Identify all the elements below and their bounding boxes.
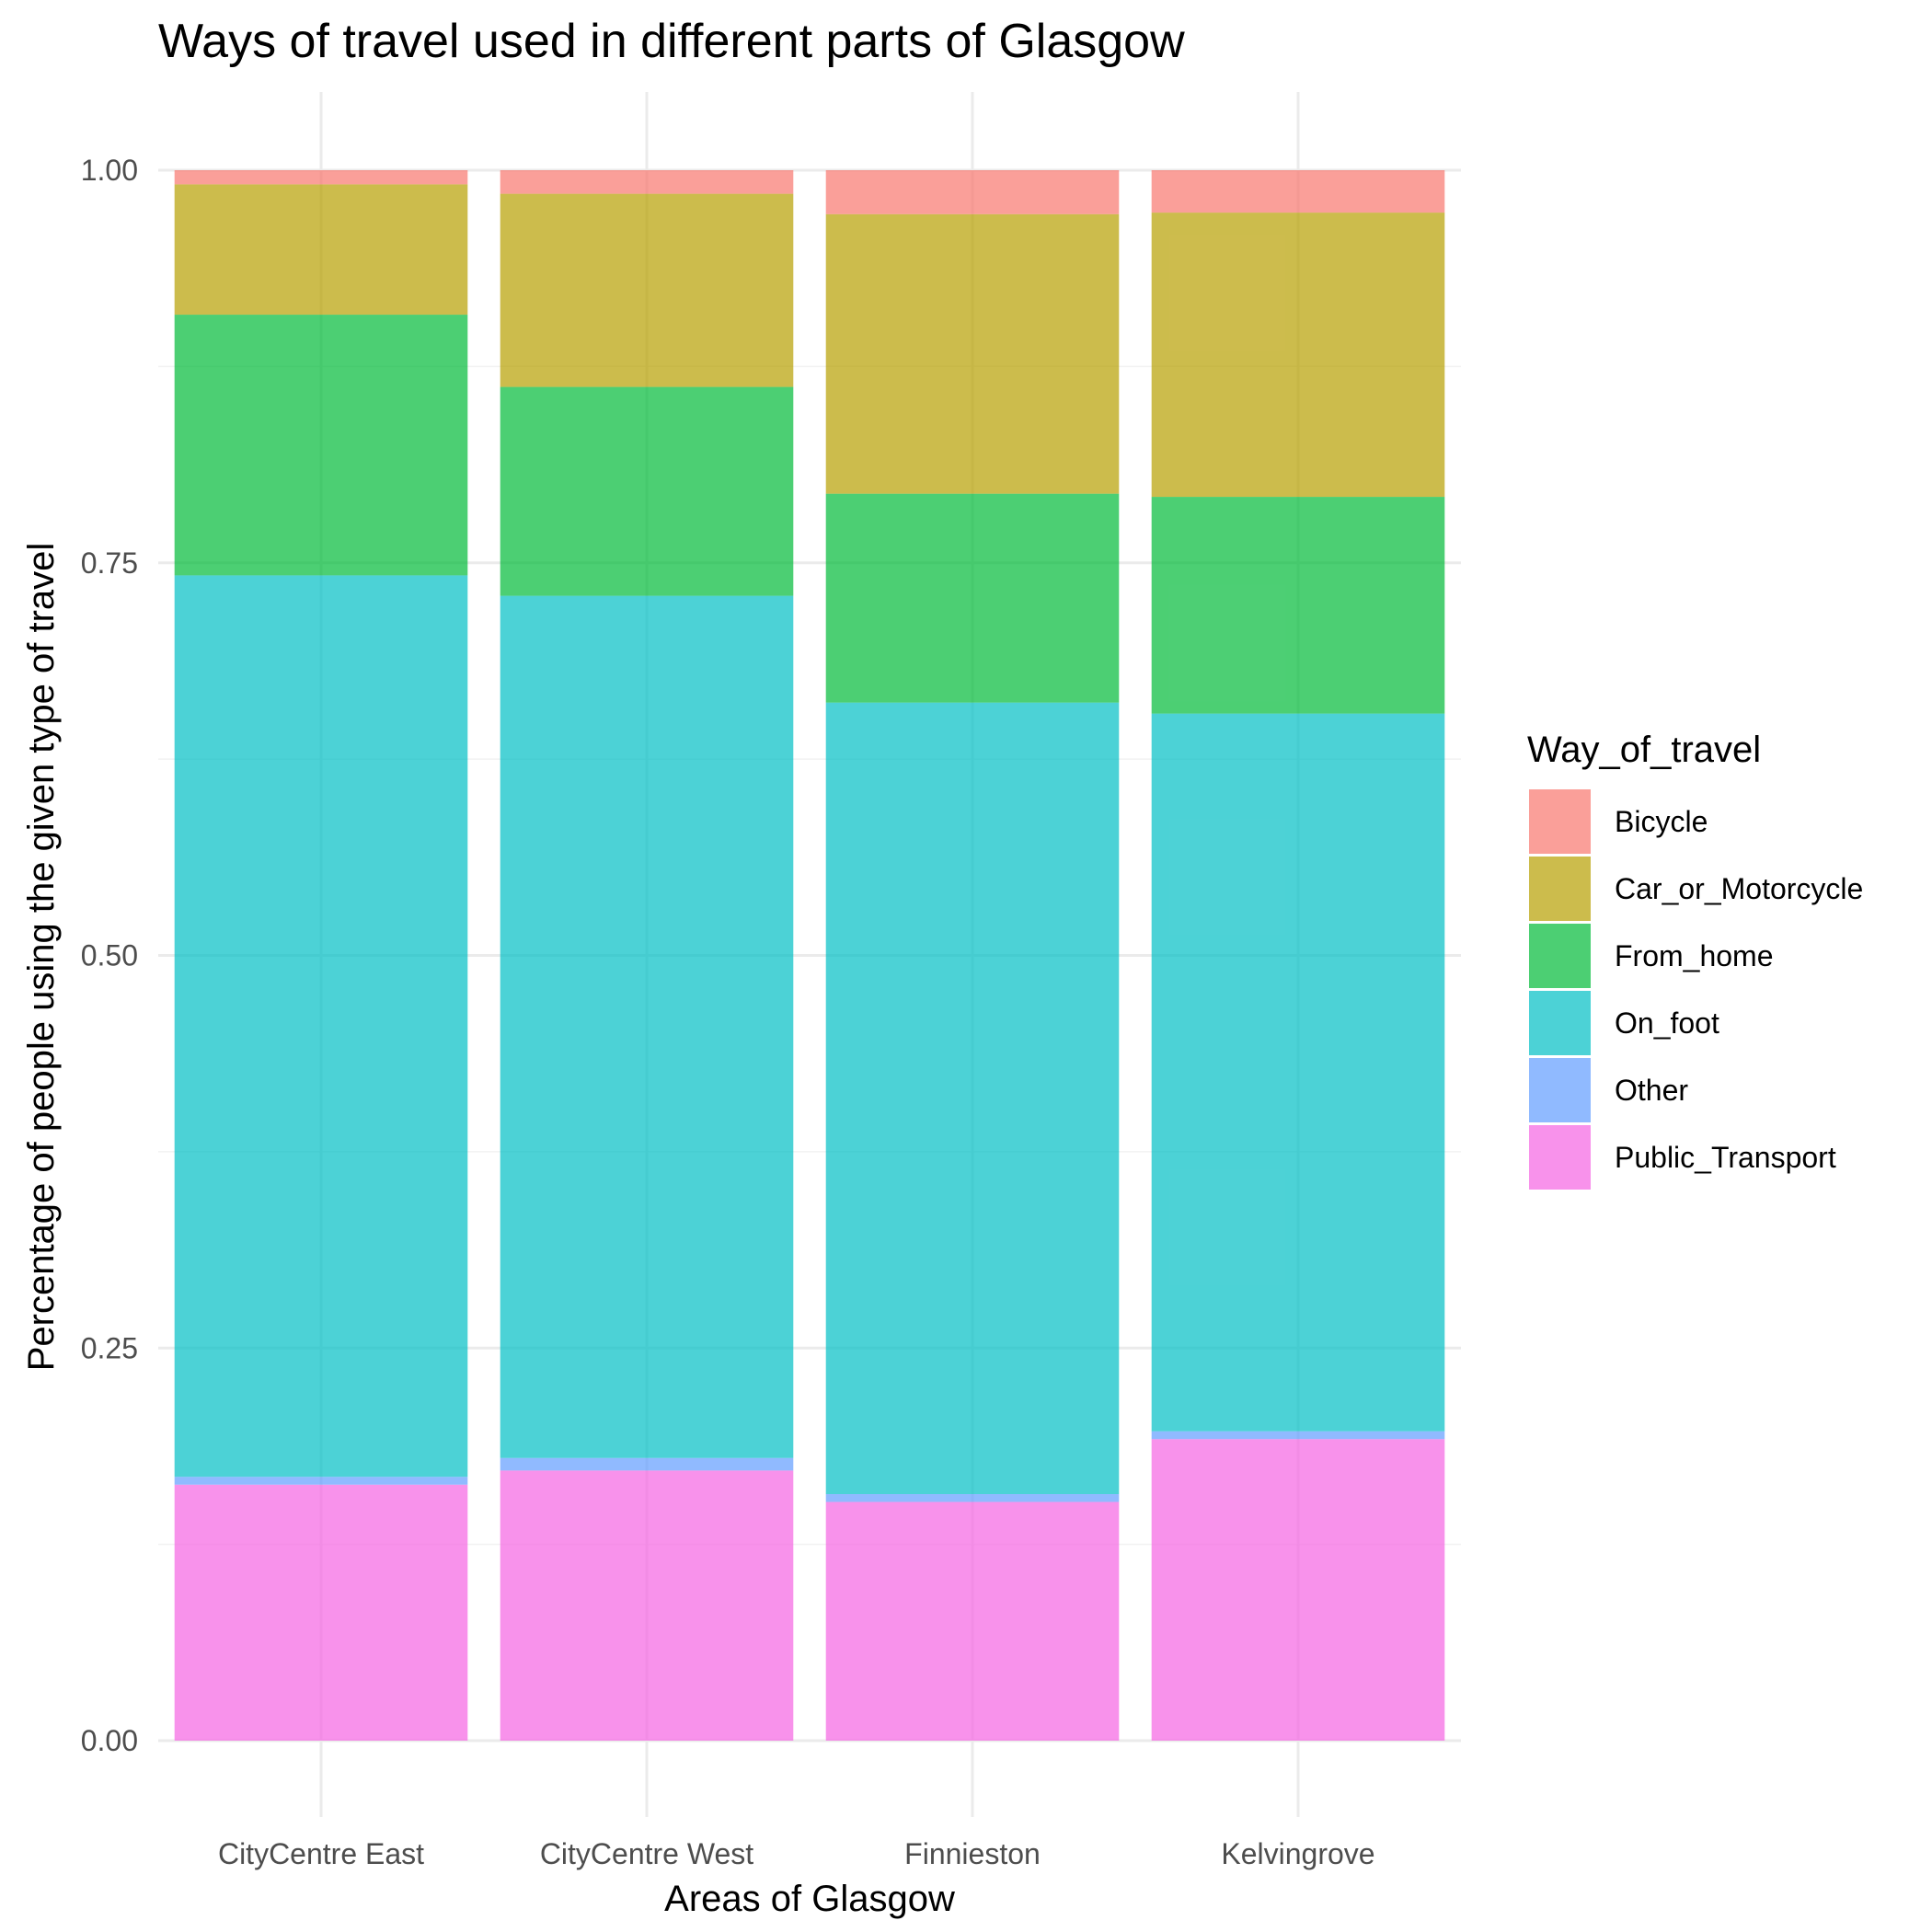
x-tick-labels: CityCentre East CityCentre West Finnieston… <box>218 1837 1375 1870</box>
bar-segment-other <box>500 1457 794 1471</box>
legend-key <box>1529 924 1591 988</box>
y-axis-title: Percentage of people using the given typ… <box>21 543 62 1372</box>
bar-segment-public-transport <box>174 1484 468 1741</box>
y-tick-label: 0.75 <box>81 546 138 580</box>
bar-segment-from-home <box>174 315 468 576</box>
y-tick-labels: 0.00 0.25 0.50 0.75 1.00 <box>81 154 138 1757</box>
bar-segment-on-foot <box>174 575 468 1478</box>
legend-title: Way_of_travel <box>1527 730 1761 770</box>
x-tick-label: CityCentre East <box>218 1837 424 1870</box>
bars <box>174 170 1445 1741</box>
x-tick-label: Finnieston <box>904 1837 1041 1870</box>
y-tick-label: 0.50 <box>81 939 138 972</box>
bar-segment-bicycle <box>174 170 468 185</box>
chart-title: Ways of travel used in different parts o… <box>158 15 1185 68</box>
y-tick-label: 0.00 <box>81 1724 138 1757</box>
bar-segment-other <box>1151 1431 1445 1440</box>
bar-segment-on-foot <box>825 702 1120 1495</box>
bar-segment-other <box>825 1494 1120 1502</box>
bar-segment-public-transport <box>825 1501 1120 1741</box>
x-tick-label: Kelvingrove <box>1221 1837 1374 1870</box>
bar-segment-from-home <box>825 493 1120 703</box>
bar-segment-public-transport <box>500 1470 794 1741</box>
legend-label: Other <box>1615 1074 1688 1107</box>
legend-key <box>1529 857 1591 921</box>
y-tick-label: 1.00 <box>81 154 138 187</box>
legend-label: Public_Transport <box>1615 1141 1836 1174</box>
legend-key <box>1529 789 1591 854</box>
bar-segment-public-transport <box>1151 1439 1445 1741</box>
y-tick-label: 0.25 <box>81 1331 138 1364</box>
bar-segment-bicycle <box>500 170 794 194</box>
legend: Way_of_travel Bicycle Car_or_Motorcycle Fr… <box>1527 730 1863 1190</box>
legend-label: Bicycle <box>1615 805 1708 838</box>
legend-label: Car_or_Motorcycle <box>1615 872 1863 905</box>
bar-segment-car-or-motorcycle <box>825 213 1120 494</box>
bar-segment-from-home <box>1151 497 1445 714</box>
legend-label: From_home <box>1615 939 1774 972</box>
x-tick-label: CityCentre West <box>540 1837 753 1870</box>
bar-segment-car-or-motorcycle <box>174 184 468 316</box>
legend-label: On_foot <box>1615 1006 1719 1040</box>
legend-key <box>1529 1125 1591 1190</box>
bar-segment-from-home <box>500 386 794 596</box>
bar-segment-bicycle <box>1151 170 1445 213</box>
legend-key <box>1529 1058 1591 1122</box>
bar-segment-car-or-motorcycle <box>500 193 794 387</box>
bar-segment-other <box>174 1477 468 1485</box>
bar-segment-bicycle <box>825 170 1120 214</box>
bar-segment-on-foot <box>500 595 794 1458</box>
x-axis-title: Areas of Glasgow <box>664 1879 955 1919</box>
bar-segment-car-or-motorcycle <box>1151 213 1445 498</box>
legend-key <box>1529 991 1591 1055</box>
bar-segment-on-foot <box>1151 713 1445 1432</box>
